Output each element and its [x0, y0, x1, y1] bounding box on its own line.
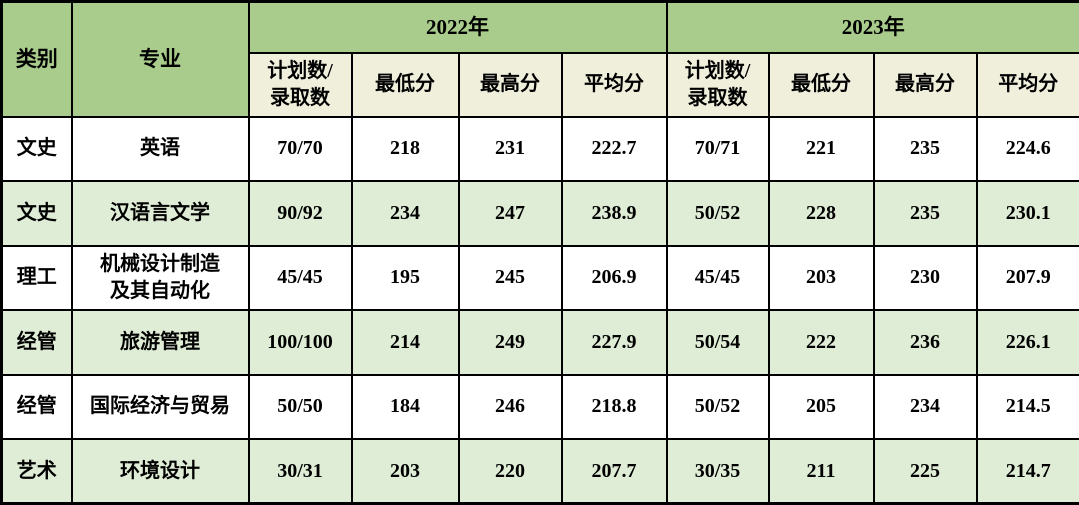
value-cell-2022-avg: 207.7 — [560, 438, 668, 505]
value-cell-2023-min: 205 — [767, 373, 875, 440]
value-cell-2023-plan: 30/35 — [665, 438, 770, 505]
value-cell-2023-plan: 70/71 — [665, 115, 770, 182]
table-row: 艺术 环境设计 30/31 203 220 207.7 30/35 211 22… — [0, 438, 1079, 505]
value-cell-2022-max: 245 — [457, 244, 563, 311]
value-cell-2022-avg: 206.9 — [560, 244, 668, 311]
category-cell: 艺术 — [0, 438, 73, 505]
header-2022-max-score: 最高分 — [457, 51, 563, 118]
value-cell-2022-avg: 238.9 — [560, 180, 668, 247]
value-cell-2023-avg: 207.9 — [975, 244, 1079, 311]
value-cell-2022-max: 220 — [457, 438, 563, 505]
value-cell-2023-max: 230 — [872, 244, 978, 311]
major-cell: 汉语言文学 — [70, 180, 250, 247]
value-cell-2022-min: 195 — [350, 244, 460, 311]
value-cell-2023-min: 203 — [767, 244, 875, 311]
header-2023-min-score: 最低分 — [767, 51, 875, 118]
header-2023-max-score: 最高分 — [872, 51, 978, 118]
value-cell-2022-avg: 222.7 — [560, 115, 668, 182]
value-cell-2022-min: 184 — [350, 373, 460, 440]
value-cell-2023-min: 211 — [767, 438, 875, 505]
header-row-years: 类别 专业 2022年 2023年 — [0, 0, 1079, 118]
table-row: 经管 国际经济与贸易 50/50 184 246 218.8 50/52 205… — [0, 373, 1079, 440]
value-cell-2022-plan: 70/70 — [247, 115, 353, 182]
header-major: 专业 — [70, 0, 250, 118]
value-cell-2022-plan: 50/50 — [247, 373, 353, 440]
value-cell-2023-avg: 226.1 — [975, 309, 1079, 376]
value-cell-2022-avg: 227.9 — [560, 309, 668, 376]
table-row: 文史 汉语言文学 90/92 234 247 238.9 50/52 228 2… — [0, 180, 1079, 247]
major-cell: 旅游管理 — [70, 309, 250, 376]
major-cell: 国际经济与贸易 — [70, 373, 250, 440]
category-cell: 文史 — [0, 115, 73, 182]
value-cell-2023-avg: 214.5 — [975, 373, 1079, 440]
value-cell-2023-max: 235 — [872, 115, 978, 182]
value-cell-2022-min: 203 — [350, 438, 460, 505]
value-cell-2023-min: 221 — [767, 115, 875, 182]
value-cell-2022-max: 249 — [457, 309, 563, 376]
value-cell-2022-avg: 218.8 — [560, 373, 668, 440]
category-cell: 经管 — [0, 309, 73, 376]
table-row: 理工 机械设计制造 及其自动化 45/45 195 245 206.9 45/4… — [0, 244, 1079, 311]
value-cell-2023-plan: 50/52 — [665, 180, 770, 247]
header-2022-avg-score: 平均分 — [560, 51, 668, 118]
header-category: 类别 — [0, 0, 73, 118]
header-row-metrics: 计划数/ 录取数 最低分 最高分 平均分 计划数/ 录取数 最低分 最高分 平均… — [2, 51, 1079, 118]
header-year-2022: 2022年 — [247, 0, 668, 54]
value-cell-2023-max: 236 — [872, 309, 978, 376]
header-2022-plan-admit: 计划数/ 录取数 — [247, 51, 353, 118]
value-cell-2022-plan: 100/100 — [247, 309, 353, 376]
value-cell-2022-min: 234 — [350, 180, 460, 247]
value-cell-2023-max: 235 — [872, 180, 978, 247]
value-cell-2023-plan: 50/54 — [665, 309, 770, 376]
value-cell-2022-plan: 45/45 — [247, 244, 353, 311]
header-2023-plan-admit: 计划数/ 录取数 — [665, 51, 770, 118]
header-year-2023: 2023年 — [665, 0, 1079, 54]
value-cell-2022-plan: 90/92 — [247, 180, 353, 247]
major-cell: 环境设计 — [70, 438, 250, 505]
value-cell-2023-min: 228 — [767, 180, 875, 247]
value-cell-2022-max: 247 — [457, 180, 563, 247]
header-2023-avg-score: 平均分 — [975, 51, 1079, 118]
category-cell: 文史 — [0, 180, 73, 247]
value-cell-2023-avg: 230.1 — [975, 180, 1079, 247]
value-cell-2023-max: 234 — [872, 373, 978, 440]
category-cell: 经管 — [0, 373, 73, 440]
table-row: 经管 旅游管理 100/100 214 249 227.9 50/54 222 … — [0, 309, 1079, 376]
value-cell-2022-min: 214 — [350, 309, 460, 376]
value-cell-2022-min: 218 — [350, 115, 460, 182]
value-cell-2022-max: 246 — [457, 373, 563, 440]
major-cell: 机械设计制造 及其自动化 — [70, 244, 250, 311]
value-cell-2023-avg: 224.6 — [975, 115, 1079, 182]
value-cell-2022-plan: 30/31 — [247, 438, 353, 505]
header-2022-min-score: 最低分 — [350, 51, 460, 118]
value-cell-2023-plan: 45/45 — [665, 244, 770, 311]
value-cell-2023-plan: 50/52 — [665, 373, 770, 440]
value-cell-2023-avg: 214.7 — [975, 438, 1079, 505]
value-cell-2023-max: 225 — [872, 438, 978, 505]
major-cell: 英语 — [70, 115, 250, 182]
category-cell: 理工 — [0, 244, 73, 311]
value-cell-2023-min: 222 — [767, 309, 875, 376]
value-cell-2022-max: 231 — [457, 115, 563, 182]
table-row: 文史 英语 70/70 218 231 222.7 70/71 221 235 … — [0, 115, 1079, 182]
